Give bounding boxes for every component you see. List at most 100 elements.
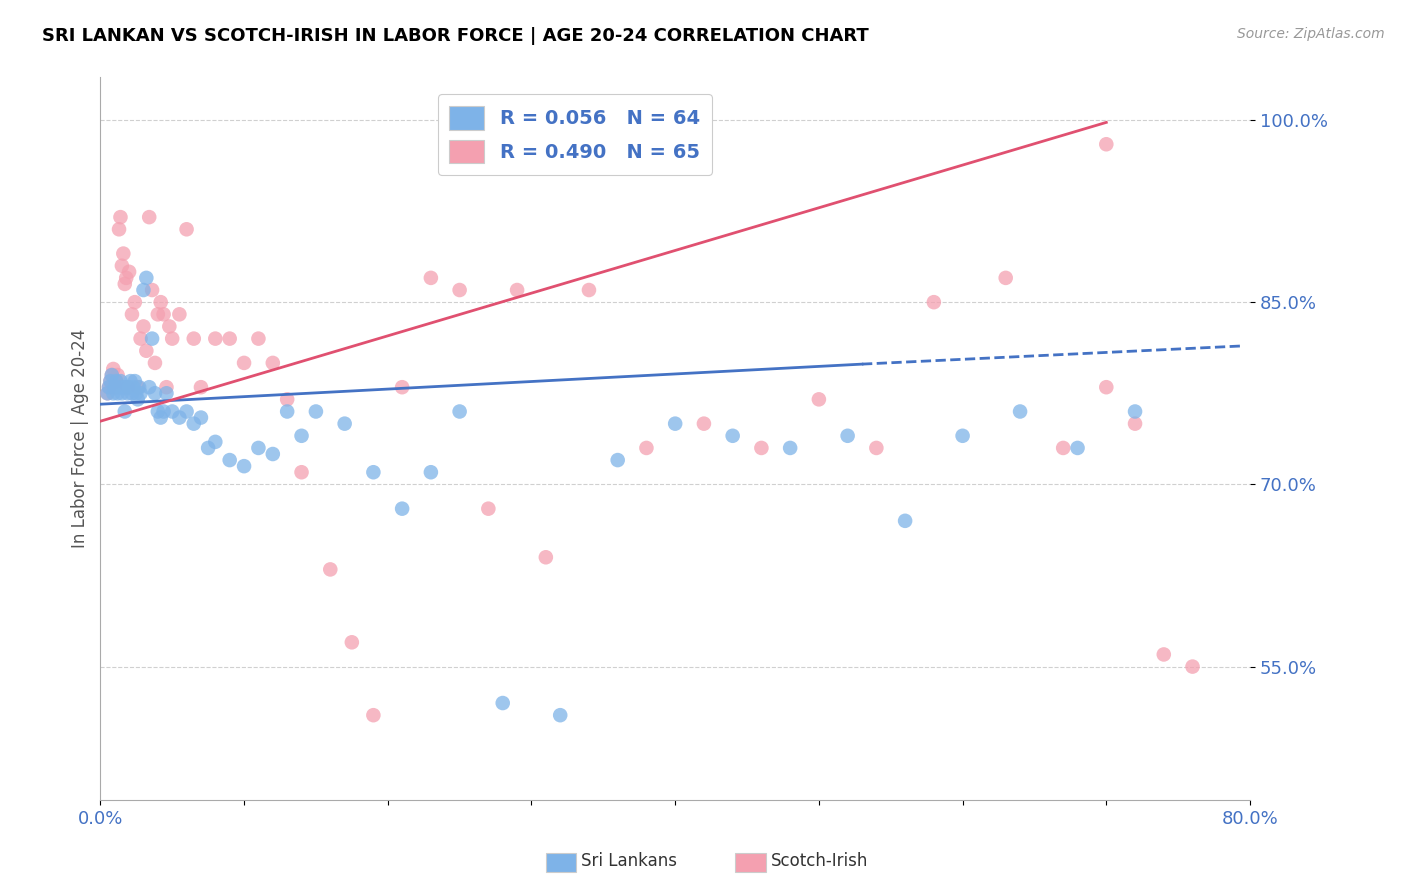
Point	[779, 441, 801, 455]
Y-axis label: In Labor Force | Age 20-24: In Labor Force | Age 20-24	[72, 329, 89, 549]
Point	[492, 696, 515, 710]
Point	[751, 441, 773, 455]
Point	[108, 380, 131, 394]
Point	[606, 453, 628, 467]
Point	[333, 417, 356, 431]
Point	[105, 374, 128, 388]
Point	[132, 319, 155, 334]
Point	[149, 295, 172, 310]
Point	[120, 374, 142, 388]
Point	[138, 380, 160, 394]
Point	[118, 265, 141, 279]
Point	[419, 465, 441, 479]
Point	[103, 362, 125, 376]
Point	[149, 410, 172, 425]
Point	[578, 283, 600, 297]
Point	[160, 404, 183, 418]
Point	[183, 417, 205, 431]
Point	[135, 271, 157, 285]
Point	[96, 386, 118, 401]
Point	[340, 635, 363, 649]
Point	[138, 210, 160, 224]
Point	[636, 441, 658, 455]
Point	[1095, 380, 1118, 394]
Point	[290, 465, 312, 479]
Point	[894, 514, 917, 528]
Point	[98, 380, 121, 394]
Point	[104, 380, 127, 394]
Point	[693, 417, 716, 431]
Text: SRI LANKAN VS SCOTCH-IRISH IN LABOR FORCE | AGE 20-24 CORRELATION CHART: SRI LANKAN VS SCOTCH-IRISH IN LABOR FORC…	[42, 27, 869, 45]
Point	[176, 404, 198, 418]
Point	[103, 386, 125, 401]
Point	[247, 441, 270, 455]
Point	[262, 447, 284, 461]
Point	[112, 246, 135, 260]
Point	[218, 332, 240, 346]
Point	[121, 386, 143, 401]
Point	[169, 410, 191, 425]
Point	[1123, 417, 1146, 431]
Point	[262, 356, 284, 370]
Point	[1095, 137, 1118, 152]
Text: Scotch-Irish: Scotch-Irish	[770, 852, 868, 870]
Point	[865, 441, 887, 455]
Point	[118, 380, 141, 394]
Point	[152, 307, 174, 321]
Point	[132, 283, 155, 297]
Point	[104, 380, 127, 394]
Point	[100, 374, 122, 388]
Point	[124, 374, 146, 388]
Point	[276, 404, 298, 418]
Point	[112, 380, 135, 394]
Point	[117, 386, 139, 401]
Point	[128, 380, 150, 394]
Point	[125, 386, 148, 401]
Point	[155, 380, 177, 394]
Point	[111, 259, 134, 273]
Point	[197, 441, 219, 455]
Point	[176, 222, 198, 236]
Point	[218, 453, 240, 467]
Point	[110, 374, 132, 388]
Point	[141, 283, 163, 297]
Point	[160, 332, 183, 346]
Point	[1123, 404, 1146, 418]
Point	[534, 550, 557, 565]
Legend: R = 0.056   N = 64, R = 0.490   N = 65: R = 0.056 N = 64, R = 0.490 N = 65	[437, 95, 711, 175]
Text: Sri Lankans: Sri Lankans	[581, 852, 676, 870]
Point	[101, 368, 124, 382]
Point	[204, 332, 226, 346]
Point	[121, 307, 143, 321]
Point	[807, 392, 830, 407]
Point	[122, 380, 145, 394]
Point	[204, 434, 226, 449]
Point	[96, 386, 118, 401]
Point	[419, 271, 441, 285]
Point	[183, 332, 205, 346]
Point	[952, 429, 974, 443]
Point	[117, 380, 139, 394]
Point	[169, 307, 191, 321]
Point	[107, 368, 129, 382]
Point	[276, 392, 298, 407]
Point	[1052, 441, 1074, 455]
Point	[114, 277, 136, 291]
Point	[548, 708, 571, 723]
Point	[233, 356, 256, 370]
Point	[114, 404, 136, 418]
Point	[127, 380, 149, 394]
Point	[115, 380, 138, 394]
Point	[108, 222, 131, 236]
Point	[143, 386, 166, 401]
Point	[115, 271, 138, 285]
Text: Source: ZipAtlas.com: Source: ZipAtlas.com	[1237, 27, 1385, 41]
Point	[994, 271, 1017, 285]
Point	[319, 562, 342, 576]
Point	[449, 283, 471, 297]
Point	[105, 374, 128, 388]
Point	[391, 380, 413, 394]
Point	[143, 356, 166, 370]
Point	[1181, 659, 1204, 673]
Point	[190, 410, 212, 425]
